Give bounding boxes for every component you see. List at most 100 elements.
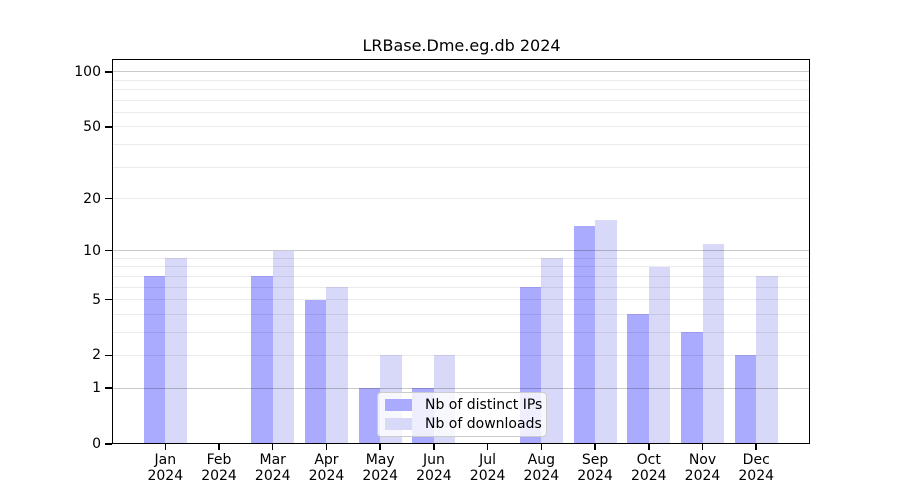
- gridline-major-100: [113, 71, 810, 73]
- y-tick-label-10: 10: [83, 242, 101, 259]
- x-tick-label-dec: Dec 2024: [728, 452, 784, 484]
- x-tick-month: Feb: [206, 452, 232, 468]
- bar-distinct-ips-sep: [573, 225, 596, 444]
- x-tick-mark-nov: [701, 444, 704, 450]
- y-tick-label-20: 20: [83, 190, 101, 207]
- x-tick-month: Jul: [479, 452, 497, 468]
- legend-label-downloads: Nb of downloads: [425, 415, 542, 432]
- gridline-minor-9: [113, 257, 810, 259]
- bar-distinct-ips-mar: [251, 276, 273, 444]
- y-tick-mark-50: [105, 126, 112, 128]
- gridline-major-1: [113, 387, 810, 389]
- y-tick-label-1: 1: [92, 380, 101, 397]
- x-tick-mark-feb: [218, 444, 220, 450]
- bar-distinct-ips-apr: [304, 299, 327, 444]
- x-tick-month: Sep: [581, 452, 609, 468]
- x-tick-month: Aug: [527, 452, 555, 468]
- x-tick-month: Apr: [314, 452, 339, 468]
- x-tick-mark-oct: [648, 444, 650, 450]
- gridline-minor-2: [113, 354, 810, 356]
- x-tick-year: 2024: [201, 468, 237, 484]
- gridline-minor-80: [113, 89, 810, 91]
- gridline-minor-20: [113, 198, 810, 199]
- x-tick-year: 2024: [738, 468, 775, 484]
- y-tick-mark-1: [105, 387, 112, 389]
- bar-distinct-ips-dec: [734, 355, 757, 444]
- gridline-minor-3: [113, 331, 810, 333]
- bar-downloads-mar: [272, 250, 295, 444]
- y-tick-label-100: 100: [74, 63, 101, 80]
- gridline-minor-40: [113, 144, 810, 146]
- x-tick-year: 2024: [630, 468, 667, 484]
- y-tick-mark-10: [105, 249, 112, 252]
- x-tick-label-aug: Aug 2024: [513, 452, 569, 484]
- bar-downloads-sep: [595, 220, 617, 444]
- y-tick-label-50: 50: [83, 118, 101, 135]
- x-tick-label-oct: Oct 2024: [621, 452, 677, 484]
- gridline-minor-6: [113, 286, 810, 288]
- bar-distinct-ips-nov: [681, 332, 703, 444]
- legend-swatch-downloads: [385, 417, 412, 430]
- legend-label-distinct-ips: Nb of distinct IPs: [425, 397, 543, 414]
- x-tick-year: 2024: [523, 468, 560, 484]
- x-tick-label-jun: Jun 2024: [406, 452, 462, 484]
- x-tick-month: Jun: [422, 452, 445, 468]
- y-tick-label-0: 0: [92, 436, 101, 452]
- x-tick-year: 2024: [684, 468, 721, 484]
- x-tick-year: 2024: [147, 468, 184, 484]
- x-tick-month: Nov: [688, 452, 717, 468]
- x-tick-mark-jan: [164, 444, 167, 450]
- x-tick-month: Dec: [742, 452, 770, 468]
- gridline-major-10: [113, 250, 810, 252]
- gridline-minor-30: [113, 166, 810, 168]
- x-tick-month: Mar: [259, 452, 286, 468]
- x-tick-mark-mar: [271, 444, 274, 450]
- x-tick-mark-apr: [325, 444, 328, 450]
- gridline-minor-50: [113, 126, 810, 128]
- x-tick-year: 2024: [416, 468, 452, 484]
- gridline-minor-5: [113, 299, 810, 301]
- legend: Nb of distinct IPs Nb of downloads: [377, 392, 547, 437]
- gridline-minor-7: [113, 275, 810, 277]
- x-tick-label-may: May 2024: [352, 452, 408, 484]
- x-tick-mark-jul: [486, 444, 489, 450]
- x-tick-year: 2024: [577, 468, 613, 484]
- bar-distinct-ips-oct: [627, 314, 649, 444]
- gridline-minor-70: [113, 99, 810, 101]
- y-tick-mark-5: [105, 298, 112, 301]
- bar-distinct-ips-may: [358, 388, 381, 444]
- legend-swatch-distinct-ips: [385, 399, 412, 412]
- x-tick-month: Jan: [154, 452, 177, 468]
- bar-downloads-apr: [326, 287, 348, 444]
- x-tick-year: 2024: [254, 468, 291, 484]
- bar-distinct-ips-jan: [143, 276, 166, 444]
- bar-downloads-oct: [648, 266, 671, 444]
- x-tick-label-feb: Feb 2024: [191, 452, 247, 484]
- bar-downloads-dec: [756, 276, 778, 444]
- y-tick-mark-20: [105, 197, 112, 200]
- x-tick-label-apr: Apr 2024: [298, 452, 354, 484]
- x-tick-label-jul: Jul 2024: [460, 452, 516, 484]
- x-tick-mark-aug: [540, 444, 543, 450]
- y-tick-label-5: 5: [92, 291, 101, 308]
- y-tick-mark-100: [105, 71, 112, 73]
- x-tick-label-mar: Mar 2024: [245, 452, 301, 484]
- bar-downloads-jan: [165, 258, 187, 444]
- x-tick-label-jan: Jan 2024: [137, 452, 193, 484]
- chart-title: LRBase.Dme.eg.db 2024: [362, 36, 561, 55]
- x-tick-label-nov: Nov 2024: [675, 452, 731, 484]
- y-tick-mark-2: [105, 354, 112, 357]
- y-tick-mark-0: [105, 443, 112, 445]
- x-tick-label-sep: Sep 2024: [567, 452, 623, 484]
- y-tick-label-2: 2: [92, 347, 101, 364]
- x-tick-mark-dec: [755, 444, 757, 450]
- x-tick-year: 2024: [469, 468, 506, 484]
- x-tick-mark-jun: [433, 444, 435, 450]
- x-tick-month: Oct: [636, 452, 661, 468]
- gridline-minor-4: [113, 313, 810, 315]
- gridline-minor-8: [113, 266, 810, 268]
- legend-item-distinct-ips: Nb of distinct IPs: [385, 397, 543, 414]
- gridline-minor-90: [113, 79, 810, 81]
- x-tick-month: May: [365, 452, 395, 468]
